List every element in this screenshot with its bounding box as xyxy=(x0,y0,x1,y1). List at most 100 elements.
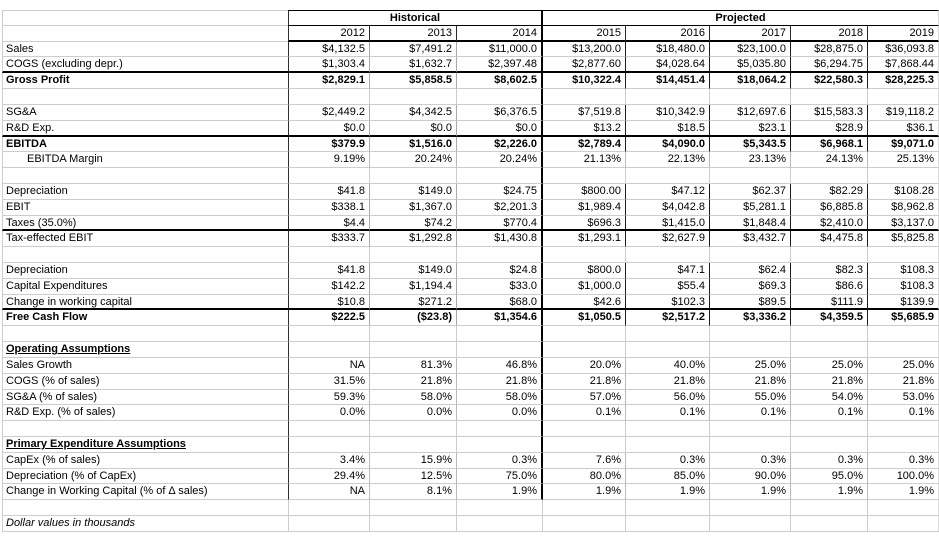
cell[interactable]: $7,519.8 xyxy=(543,104,626,121)
cell[interactable]: $68.0 xyxy=(457,294,543,311)
cell[interactable] xyxy=(791,516,868,532)
cell[interactable]: 15.9% xyxy=(370,452,457,469)
row-label[interactable]: Depreciation xyxy=(2,263,288,279)
cell[interactable]: 21.8% xyxy=(457,373,543,390)
row-label[interactable]: Taxes (35.0%) xyxy=(2,215,288,232)
cell[interactable] xyxy=(543,326,626,343)
year-header[interactable]: 2019 xyxy=(868,25,939,42)
cell[interactable] xyxy=(457,421,543,437)
cell[interactable]: $1,989.4 xyxy=(543,199,626,216)
cell[interactable] xyxy=(868,326,939,343)
cell[interactable]: $18.5 xyxy=(626,120,710,137)
cell[interactable] xyxy=(710,500,791,516)
cell[interactable]: $6,294.75 xyxy=(791,57,868,74)
row-label[interactable]: SG&A (% of sales) xyxy=(2,389,288,406)
cell[interactable] xyxy=(868,247,939,263)
cell[interactable]: 21.13% xyxy=(543,152,626,169)
cell[interactable] xyxy=(288,516,370,532)
cell[interactable]: $89.5 xyxy=(710,294,791,311)
cell[interactable]: 3.4% xyxy=(288,452,370,469)
cell[interactable] xyxy=(791,326,868,343)
cell[interactable]: $47.1 xyxy=(626,263,710,279)
row-label[interactable]: SG&A xyxy=(2,104,288,121)
cell[interactable]: $800.00 xyxy=(543,183,626,200)
cell[interactable]: 0.0% xyxy=(457,405,543,422)
cell[interactable]: 0.1% xyxy=(791,405,868,422)
cell[interactable]: $36.1 xyxy=(868,120,939,137)
cell[interactable]: 0.3% xyxy=(710,452,791,469)
cell[interactable]: $74.2 xyxy=(370,215,457,232)
cell[interactable] xyxy=(370,421,457,437)
cell[interactable]: $1,050.5 xyxy=(543,310,626,327)
cell[interactable]: 0.1% xyxy=(543,405,626,422)
cell[interactable]: 80.0% xyxy=(543,468,626,485)
year-row-label-cell[interactable] xyxy=(2,25,288,42)
cell[interactable] xyxy=(457,168,543,184)
cell[interactable]: $10,322.4 xyxy=(543,73,626,90)
cell[interactable]: 7.6% xyxy=(543,452,626,469)
row-label[interactable]: COGS (% of sales) xyxy=(2,373,288,390)
cell[interactable]: 57.0% xyxy=(543,389,626,406)
cell[interactable]: $41.8 xyxy=(288,263,370,279)
cell[interactable]: $338.1 xyxy=(288,199,370,216)
cell[interactable]: 8.1% xyxy=(370,484,457,501)
cell[interactable]: 21.8% xyxy=(868,373,939,390)
cell[interactable] xyxy=(370,516,457,532)
cell[interactable]: $4,028.64 xyxy=(626,57,710,74)
cell[interactable]: $24.75 xyxy=(457,183,543,200)
cell[interactable]: 25.0% xyxy=(710,357,791,374)
row-label[interactable]: Depreciation xyxy=(2,183,288,200)
cell[interactable]: $2,829.1 xyxy=(288,73,370,90)
row-label[interactable]: R&D Exp. xyxy=(2,120,288,137)
row-label[interactable] xyxy=(2,247,288,263)
cell[interactable]: 0.0% xyxy=(370,405,457,422)
cell[interactable] xyxy=(626,421,710,437)
cell[interactable] xyxy=(626,342,710,358)
cell[interactable] xyxy=(288,168,370,184)
cell[interactable]: $4.4 xyxy=(288,215,370,232)
cell[interactable] xyxy=(288,500,370,516)
cell[interactable]: NA xyxy=(288,357,370,374)
cell[interactable] xyxy=(543,342,626,358)
cell[interactable]: $4,475.8 xyxy=(791,231,868,248)
cell[interactable]: $222.5 xyxy=(288,310,370,327)
cell[interactable]: $5,825.8 xyxy=(868,231,939,248)
cell[interactable]: 20.0% xyxy=(543,357,626,374)
cell[interactable]: $28,225.3 xyxy=(868,73,939,90)
cell[interactable] xyxy=(370,89,457,105)
cell[interactable]: $86.6 xyxy=(791,278,868,295)
cell[interactable]: $7,868.44 xyxy=(868,57,939,74)
cell[interactable]: 1.9% xyxy=(791,484,868,501)
cell[interactable] xyxy=(710,89,791,105)
cell[interactable]: $1,292.8 xyxy=(370,231,457,248)
cell[interactable] xyxy=(543,89,626,105)
cell[interactable] xyxy=(868,342,939,358)
cell[interactable]: 0.3% xyxy=(868,452,939,469)
cell[interactable]: $4,090.0 xyxy=(626,136,710,153)
row-label[interactable]: Capital Expenditures xyxy=(2,278,288,295)
cell[interactable] xyxy=(370,342,457,358)
cell[interactable]: 1.9% xyxy=(543,484,626,501)
row-label[interactable]: COGS (excluding depr.) xyxy=(2,57,288,74)
cell[interactable] xyxy=(710,516,791,532)
cell[interactable]: $5,858.5 xyxy=(370,73,457,90)
cell[interactable]: 95.0% xyxy=(791,468,868,485)
row-label[interactable] xyxy=(2,168,288,184)
cell[interactable] xyxy=(868,421,939,437)
row-label[interactable]: R&D Exp. (% of sales) xyxy=(2,405,288,422)
cell[interactable]: 24.13% xyxy=(791,152,868,169)
cell[interactable]: $7,491.2 xyxy=(370,41,457,58)
cell[interactable]: $10.8 xyxy=(288,294,370,311)
cell[interactable] xyxy=(791,421,868,437)
cell[interactable]: 23.13% xyxy=(710,152,791,169)
row-label[interactable]: Sales Growth xyxy=(2,357,288,374)
cell[interactable]: $19,118.2 xyxy=(868,104,939,121)
cell[interactable] xyxy=(457,500,543,516)
cell[interactable]: 0.1% xyxy=(710,405,791,422)
cell[interactable] xyxy=(626,247,710,263)
cell[interactable]: 53.0% xyxy=(868,389,939,406)
row-label[interactable]: Gross Profit xyxy=(2,73,288,90)
cell[interactable] xyxy=(457,516,543,532)
cell[interactable] xyxy=(710,326,791,343)
cell[interactable]: $0.0 xyxy=(288,120,370,137)
